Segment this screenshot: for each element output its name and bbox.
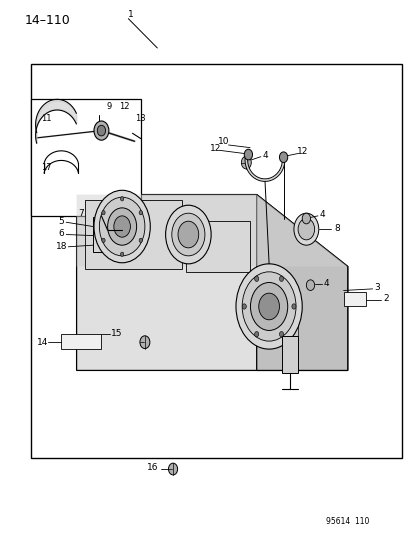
Bar xyxy=(31,99,141,216)
Text: 12: 12 xyxy=(209,144,221,152)
Circle shape xyxy=(178,221,198,248)
Circle shape xyxy=(171,213,204,256)
Text: 4: 4 xyxy=(261,151,267,160)
Circle shape xyxy=(102,238,105,243)
Circle shape xyxy=(241,156,251,169)
Polygon shape xyxy=(76,195,347,266)
Circle shape xyxy=(242,304,246,309)
Bar xyxy=(281,336,297,373)
Text: 18: 18 xyxy=(55,242,67,251)
Circle shape xyxy=(301,213,310,224)
Circle shape xyxy=(94,121,109,140)
Circle shape xyxy=(258,293,279,320)
Circle shape xyxy=(120,252,123,256)
Text: 6: 6 xyxy=(58,229,64,238)
Circle shape xyxy=(97,125,105,136)
Circle shape xyxy=(242,272,295,341)
Circle shape xyxy=(279,276,283,281)
Text: 14–110: 14–110 xyxy=(25,14,71,27)
Circle shape xyxy=(306,280,314,290)
Circle shape xyxy=(107,208,136,245)
Circle shape xyxy=(254,332,258,337)
Bar xyxy=(250,293,297,341)
Text: 16: 16 xyxy=(146,464,158,472)
Text: 15: 15 xyxy=(111,329,122,337)
Circle shape xyxy=(297,219,314,240)
Polygon shape xyxy=(76,195,347,370)
Text: 17: 17 xyxy=(41,164,52,172)
Circle shape xyxy=(114,216,130,237)
Bar xyxy=(61,334,100,349)
Circle shape xyxy=(254,276,258,281)
Text: 5: 5 xyxy=(58,217,64,226)
Circle shape xyxy=(250,282,287,330)
Circle shape xyxy=(165,205,211,264)
Circle shape xyxy=(99,197,145,256)
Text: 14: 14 xyxy=(37,338,48,346)
Text: 8: 8 xyxy=(334,224,339,232)
Text: 12: 12 xyxy=(119,102,129,111)
Bar xyxy=(343,292,366,306)
Bar xyxy=(31,64,401,458)
Polygon shape xyxy=(256,195,347,370)
Bar xyxy=(93,217,122,252)
Text: 13: 13 xyxy=(135,114,146,123)
Text: 10: 10 xyxy=(217,138,229,146)
Text: 4: 4 xyxy=(318,210,324,219)
Circle shape xyxy=(291,304,295,309)
Circle shape xyxy=(120,197,123,201)
Circle shape xyxy=(235,264,301,349)
Circle shape xyxy=(168,463,177,475)
Bar xyxy=(85,200,182,269)
Text: 12: 12 xyxy=(296,148,307,156)
Circle shape xyxy=(279,152,287,163)
Text: 1: 1 xyxy=(127,11,133,19)
Circle shape xyxy=(102,211,105,215)
Text: 9: 9 xyxy=(106,102,111,111)
Circle shape xyxy=(244,149,252,160)
Circle shape xyxy=(279,332,283,337)
Circle shape xyxy=(139,238,142,243)
Text: 4: 4 xyxy=(323,279,328,288)
Circle shape xyxy=(140,336,150,349)
Circle shape xyxy=(139,211,142,215)
Text: 7: 7 xyxy=(78,209,83,217)
Text: 11: 11 xyxy=(41,114,52,123)
Text: 2: 2 xyxy=(382,294,388,303)
Circle shape xyxy=(94,190,150,263)
Circle shape xyxy=(293,213,318,245)
Text: 3: 3 xyxy=(374,284,380,292)
Text: 95614  110: 95614 110 xyxy=(325,517,368,526)
Bar xyxy=(186,221,250,272)
